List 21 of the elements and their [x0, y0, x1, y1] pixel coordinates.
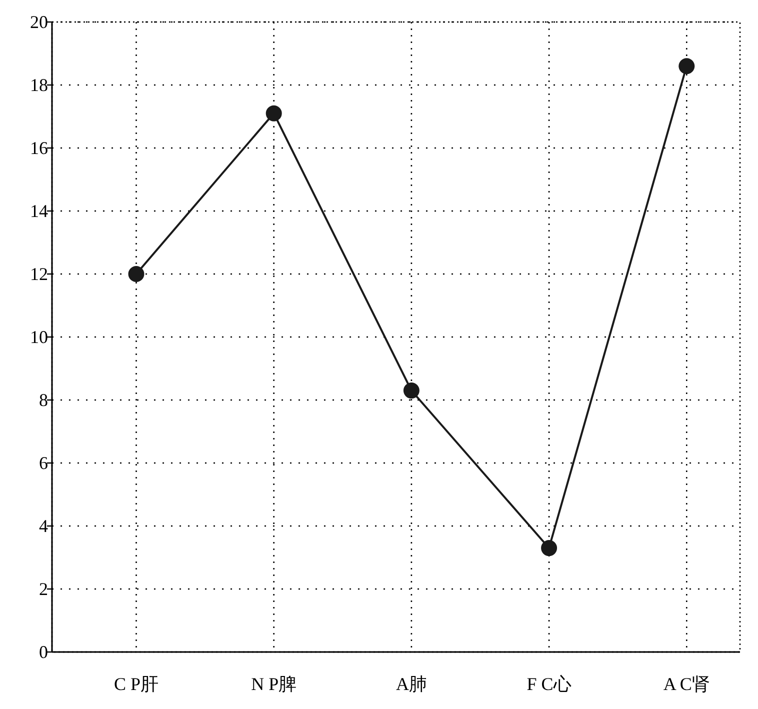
x-tick-label: N P脾	[251, 674, 297, 694]
x-tick-label: C P肝	[114, 674, 159, 694]
y-tick-label: 8	[39, 390, 48, 410]
point	[403, 382, 420, 399]
y-tick-label: 0	[39, 642, 48, 662]
y-tick-label: 20	[30, 12, 48, 32]
point	[128, 266, 144, 282]
y-tick-label: 6	[39, 453, 48, 473]
x-tick-label: F C心	[526, 674, 572, 694]
point	[541, 540, 558, 556]
x-tick-label: A肺	[396, 674, 427, 694]
y-tick-label: 12	[30, 264, 48, 284]
x-tick-label: A C肾	[663, 674, 710, 694]
y-tick-label: 4	[39, 516, 48, 536]
y-tick-label: 18	[30, 75, 48, 95]
y-tick-label: 10	[30, 327, 48, 347]
point	[678, 58, 695, 74]
y-tick-label: 14	[30, 201, 48, 221]
point	[266, 105, 282, 122]
y-tick-label: 16	[30, 138, 48, 158]
y-tick-label: 2	[39, 579, 48, 599]
